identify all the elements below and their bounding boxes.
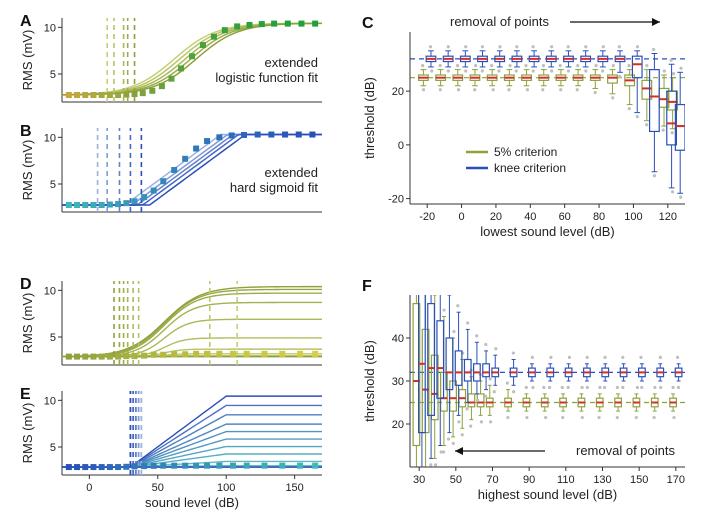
svg-text:removal of points: removal of points <box>576 443 675 458</box>
svg-text:threshold (dB): threshold (dB) <box>362 340 377 422</box>
svg-text:E: E <box>20 386 31 403</box>
svg-text:extended: extended <box>265 165 319 180</box>
svg-text:90: 90 <box>523 474 535 486</box>
svg-text:100: 100 <box>217 482 235 494</box>
svg-text:5: 5 <box>50 442 56 454</box>
panel-C: -20020406080100120-20020lowest sound lev… <box>354 10 699 258</box>
svg-text:-20: -20 <box>419 211 435 223</box>
svg-text:removal of points: removal of points <box>450 14 549 29</box>
svg-text:110: 110 <box>557 474 575 486</box>
svg-text:logistic function fit: logistic function fit <box>215 70 318 85</box>
panel-A: 5 10 RMS (mV)Aextendedlogistic function fi… <box>12 12 332 124</box>
svg-text:lowest sound level (dB): lowest sound level (dB) <box>480 224 614 239</box>
panel-F: 30 50 70 90 110 130 150 170 20 30 40 highest sound … <box>354 273 699 521</box>
svg-text:20: 20 <box>392 86 404 98</box>
svg-text:threshold (dB): threshold (dB) <box>362 77 377 159</box>
svg-text:10: 10 <box>44 132 56 144</box>
svg-text:C: C <box>362 15 374 32</box>
svg-text:150: 150 <box>285 482 303 494</box>
panel-B: 5 10 RMS (mV)Bextendedhard sigmoid fit <box>12 122 332 234</box>
panel-D: 5 10 RMS (mV)D <box>12 275 332 387</box>
svg-text:RMS (mV): RMS (mV) <box>20 140 35 201</box>
svg-text:60: 60 <box>559 211 571 223</box>
svg-text:0: 0 <box>398 140 404 152</box>
svg-text:F: F <box>362 278 372 295</box>
svg-text:170: 170 <box>667 474 685 486</box>
svg-text:hard sigmoid fit: hard sigmoid fit <box>230 180 319 195</box>
svg-text:80: 80 <box>593 211 605 223</box>
svg-text:40: 40 <box>524 211 536 223</box>
svg-text:extended: extended <box>265 55 319 70</box>
svg-text:5: 5 <box>50 179 56 191</box>
svg-text:130: 130 <box>593 474 611 486</box>
svg-text:30: 30 <box>392 376 404 388</box>
svg-text:0: 0 <box>459 211 465 223</box>
svg-text:-20: -20 <box>388 194 404 206</box>
svg-text:50: 50 <box>152 482 164 494</box>
svg-text:20: 20 <box>392 419 404 431</box>
panel-E: 5 10 RMS (mV)E 0 50 100 150 sound level (dB) <box>12 385 332 525</box>
svg-text:RMS (mV): RMS (mV) <box>20 403 35 464</box>
svg-text:5: 5 <box>50 332 56 344</box>
svg-text:10: 10 <box>44 395 56 407</box>
svg-text:sound level (dB): sound level (dB) <box>145 495 239 510</box>
svg-text:10: 10 <box>44 22 56 34</box>
svg-text:RMS (mV): RMS (mV) <box>20 30 35 91</box>
svg-text:highest sound level (dB): highest sound level (dB) <box>478 487 617 502</box>
svg-text:A: A <box>20 13 32 30</box>
figure-root: 510RMS (mV)Aextendedlogistic function fi… <box>0 0 708 531</box>
svg-text:10: 10 <box>44 285 56 297</box>
svg-text:50: 50 <box>450 474 462 486</box>
svg-text:40: 40 <box>392 333 404 345</box>
svg-text:150: 150 <box>630 474 648 486</box>
svg-text:30: 30 <box>413 474 425 486</box>
svg-text:70: 70 <box>486 474 498 486</box>
svg-text:5% criterion: 5% criterion <box>494 145 557 159</box>
svg-text:20: 20 <box>490 211 502 223</box>
svg-text:RMS (mV): RMS (mV) <box>20 293 35 354</box>
svg-text:knee criterion: knee criterion <box>494 161 566 175</box>
svg-text:120: 120 <box>659 211 677 223</box>
svg-text:B: B <box>20 123 32 140</box>
svg-text:D: D <box>20 276 32 293</box>
svg-text:0: 0 <box>86 482 92 494</box>
svg-text:100: 100 <box>624 211 642 223</box>
svg-text:5: 5 <box>50 69 56 81</box>
